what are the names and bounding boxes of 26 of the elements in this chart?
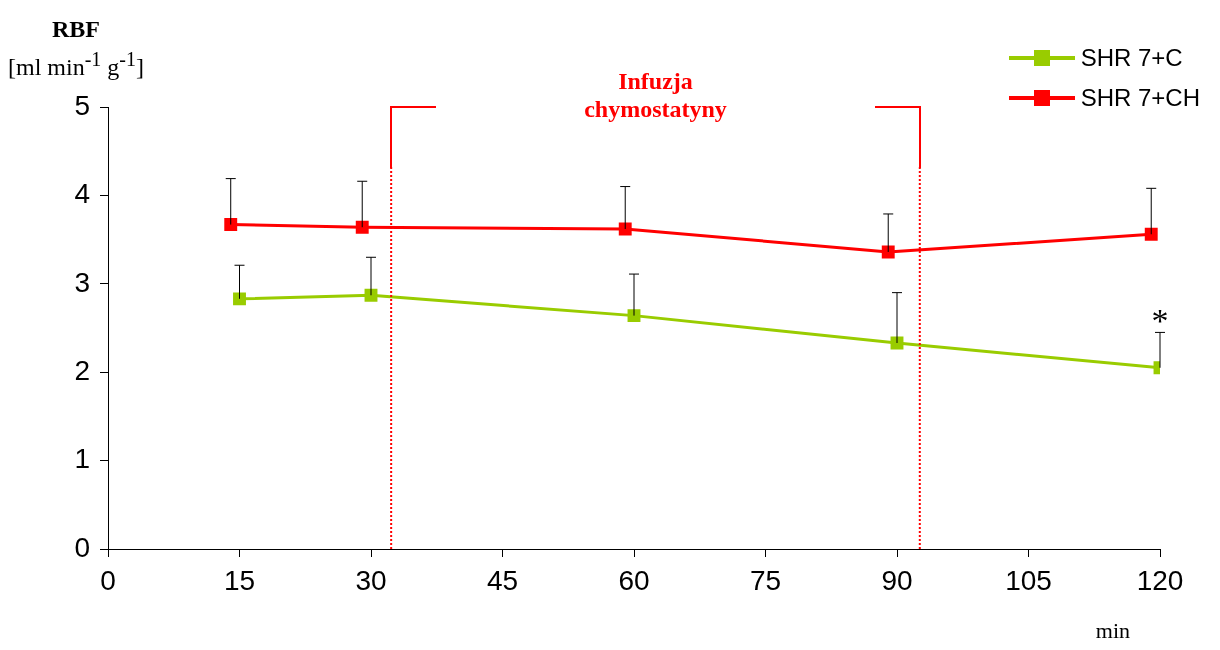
point bbox=[1144, 227, 1158, 241]
x-tick-label: 0 bbox=[100, 564, 116, 596]
y-tick-label: 1 bbox=[74, 443, 90, 475]
y-tick-label: 0 bbox=[74, 531, 90, 563]
y-tick-label: 2 bbox=[74, 354, 90, 386]
y-axis-title: RBF [ml min$^{-1}$ g$^{-1}$] bbox=[8, 15, 145, 82]
annotation: Infuzja chymostatyny bbox=[584, 68, 727, 122]
legend-label: SHR 7+CH bbox=[1080, 84, 1200, 112]
x-tick-label: 120 bbox=[1136, 564, 1184, 596]
x-tick-label: 105 bbox=[1005, 564, 1052, 596]
x-tick-label: 45 bbox=[486, 564, 519, 596]
annotation: * bbox=[1151, 302, 1169, 340]
y-tick-label: 5 bbox=[74, 89, 90, 121]
legend-label: SHR 7+C bbox=[1080, 44, 1183, 72]
x-tick-label: 15 bbox=[223, 564, 256, 596]
y-tick-label: 3 bbox=[74, 266, 90, 298]
x-tick-label: 30 bbox=[355, 564, 387, 596]
point bbox=[224, 218, 238, 232]
x-axis-title: min bbox=[1095, 618, 1130, 644]
x-tick-label: 75 bbox=[749, 564, 782, 596]
point bbox=[618, 222, 632, 236]
point bbox=[881, 245, 895, 259]
point bbox=[355, 220, 369, 234]
y-tick-label: 4 bbox=[74, 178, 90, 210]
x-tick-label: 90 bbox=[881, 564, 913, 596]
x-tick-label: 60 bbox=[618, 564, 650, 596]
